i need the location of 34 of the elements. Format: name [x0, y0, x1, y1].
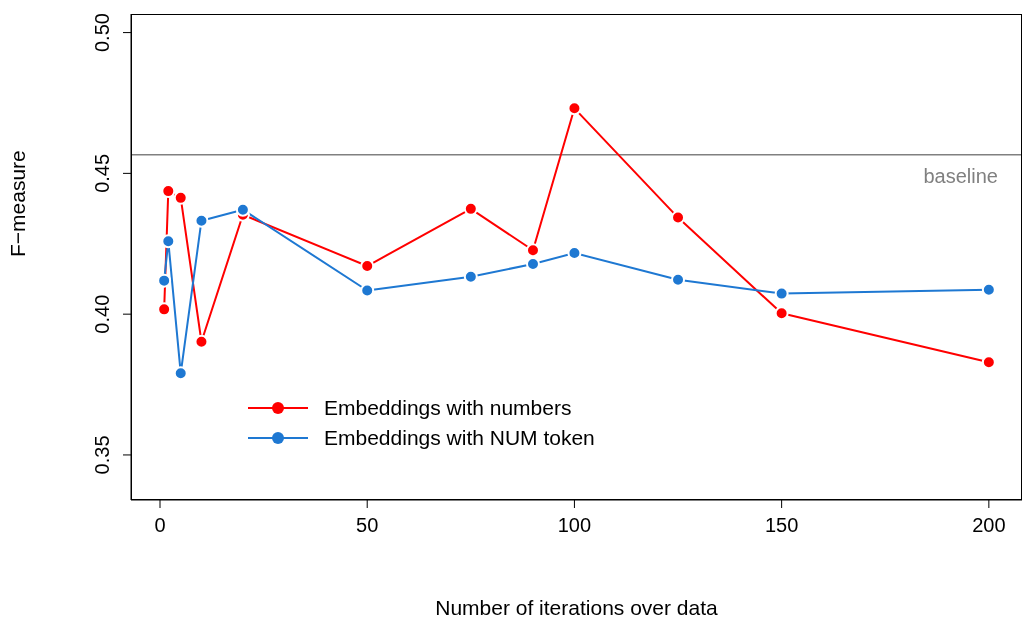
- point: [463, 201, 478, 216]
- point: [157, 273, 172, 288]
- point: [981, 355, 996, 370]
- x-axis-title: Number of iterations over data: [435, 596, 719, 619]
- point: [671, 272, 686, 287]
- x-tick-label: 50: [356, 514, 379, 537]
- point: [161, 184, 176, 199]
- point: [981, 282, 996, 297]
- point: [235, 202, 250, 217]
- point: [360, 283, 375, 298]
- point: [774, 286, 789, 301]
- y-tick-label: 0.45: [91, 153, 113, 193]
- x-tick-label: 100: [557, 514, 592, 537]
- point: [194, 213, 209, 228]
- y-tick-label: 0.50: [91, 13, 113, 53]
- x-tick-label: 150: [764, 514, 799, 537]
- point: [161, 234, 176, 249]
- point: [194, 334, 209, 349]
- x-tick-label: 0: [154, 514, 166, 537]
- legend-label: Embeddings with NUM token: [324, 425, 595, 451]
- point: [525, 243, 540, 258]
- point: [173, 190, 188, 205]
- y-tick-label: 0.40: [91, 294, 113, 334]
- x-tick-label: 200: [972, 514, 1006, 537]
- point: [671, 210, 686, 225]
- point: [463, 269, 478, 284]
- legend-label: Embeddings with numbers: [324, 395, 572, 421]
- point: [567, 101, 582, 116]
- y-axis-title: F−measure: [6, 150, 30, 257]
- point: [173, 366, 188, 381]
- ref-line-label: baseline: [923, 164, 998, 187]
- point: [157, 302, 172, 317]
- y-tick-label: 0.35: [91, 435, 113, 475]
- point: [774, 306, 789, 321]
